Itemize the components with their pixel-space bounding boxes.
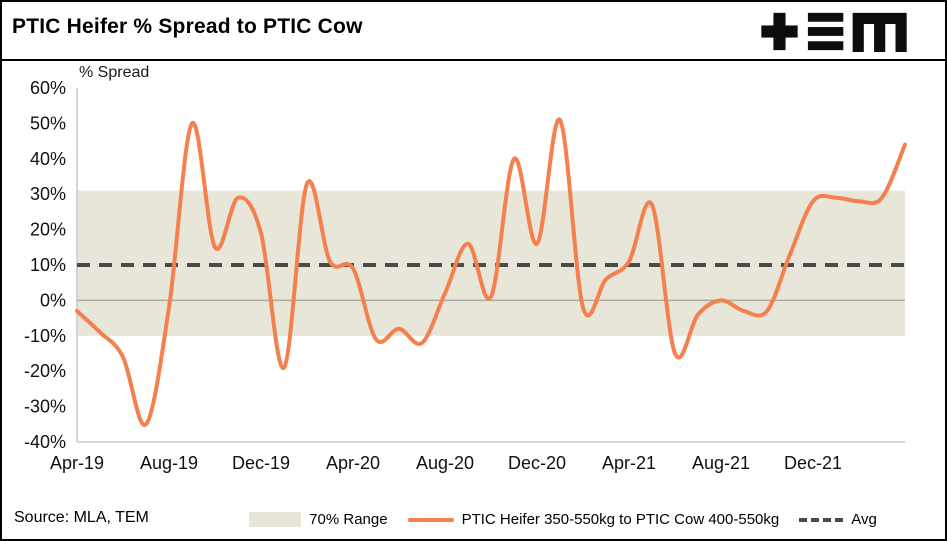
range-band (77, 190, 905, 336)
svg-text:-20%: -20% (24, 361, 66, 381)
line-chart-plot: 60%50%40%30%20%10%0%-10%-20%-30%-40%Apr-… (24, 78, 907, 473)
legend-label-range: 70% Range (309, 511, 388, 528)
svg-text:-30%: -30% (24, 397, 66, 417)
legend-item-avg: Avg (799, 511, 877, 528)
header: PTIC Heifer % Spread to PTIC Cow (2, 2, 945, 61)
svg-text:Apr-21: Apr-21 (602, 453, 656, 473)
svg-text:-10%: -10% (24, 326, 66, 346)
svg-text:Dec-19: Dec-19 (232, 453, 290, 473)
svg-text:Aug-21: Aug-21 (692, 453, 750, 473)
line-swatch-icon (407, 517, 454, 522)
legend-label-series: PTIC Heifer 350-550kg to PTIC Cow 400-55… (461, 511, 780, 528)
band-swatch-icon (249, 512, 302, 527)
svg-text:60%: 60% (30, 78, 66, 98)
svg-text:50%: 50% (30, 113, 66, 133)
svg-text:-40%: -40% (24, 432, 66, 452)
svg-text:0%: 0% (40, 290, 66, 310)
legend-item-series: PTIC Heifer 350-550kg to PTIC Cow 400-55… (407, 511, 780, 528)
dashed-swatch-icon (799, 517, 844, 522)
legend: 70% Range PTIC Heifer 350-550kg to PTIC … (187, 511, 939, 528)
svg-text:10%: 10% (30, 255, 66, 275)
svg-text:40%: 40% (30, 149, 66, 169)
tem-logo-icon (759, 11, 909, 57)
svg-text:Dec-20: Dec-20 (508, 453, 566, 473)
series-line (75, 117, 907, 427)
y-axis-label: % Spread (79, 64, 150, 81)
page-title: PTIC Heifer % Spread to PTIC Cow (12, 15, 363, 38)
svg-text:30%: 30% (30, 184, 66, 204)
svg-text:Aug-20: Aug-20 (416, 453, 474, 473)
legend-label-avg: Avg (851, 511, 877, 528)
svg-text:Apr-20: Apr-20 (326, 453, 380, 473)
svg-text:20%: 20% (30, 220, 66, 240)
source-note: Source: MLA, TEM (14, 509, 149, 526)
legend-item-range: 70% Range (249, 511, 388, 528)
svg-text:Apr-19: Apr-19 (50, 453, 104, 473)
svg-text:Dec-21: Dec-21 (784, 453, 842, 473)
svg-text:Aug-19: Aug-19 (140, 453, 198, 473)
